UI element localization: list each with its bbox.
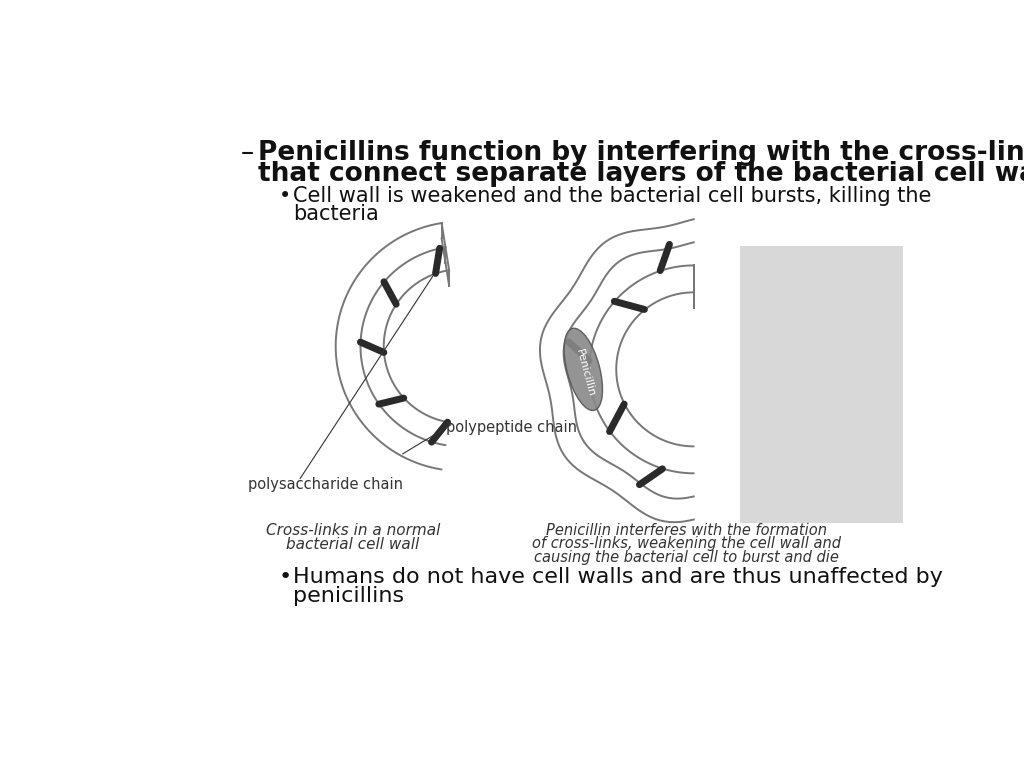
Text: Cross-links in a normal: Cross-links in a normal bbox=[265, 523, 440, 538]
Text: –: – bbox=[241, 140, 254, 166]
FancyBboxPatch shape bbox=[740, 247, 903, 523]
Text: bacteria: bacteria bbox=[293, 204, 379, 223]
Text: Penicillin interferes with the formation: Penicillin interferes with the formation bbox=[546, 523, 826, 538]
Text: causing the bacterial cell to burst and die: causing the bacterial cell to burst and … bbox=[534, 550, 839, 564]
Text: Penicillin: Penicillin bbox=[573, 348, 596, 399]
Text: Cell wall is weakened and the bacterial cell bursts, killing the: Cell wall is weakened and the bacterial … bbox=[293, 186, 932, 206]
Text: •: • bbox=[280, 186, 292, 206]
Text: that connect separate layers of the bacterial cell wall: that connect separate layers of the bact… bbox=[258, 161, 1024, 187]
Ellipse shape bbox=[564, 328, 602, 410]
Text: Penicillins function by interfering with the cross-links: Penicillins function by interfering with… bbox=[258, 140, 1024, 166]
Text: bacterial cell wall: bacterial cell wall bbox=[286, 538, 420, 552]
Text: polysaccharide chain: polysaccharide chain bbox=[248, 478, 403, 492]
Text: polypeptide chain: polypeptide chain bbox=[445, 419, 577, 435]
Text: •: • bbox=[280, 568, 293, 588]
Text: penicillins: penicillins bbox=[293, 587, 404, 607]
Text: of cross-links, weakening the cell wall and: of cross-links, weakening the cell wall … bbox=[531, 537, 841, 551]
Text: Humans do not have cell walls and are thus unaffected by: Humans do not have cell walls and are th… bbox=[293, 568, 943, 588]
